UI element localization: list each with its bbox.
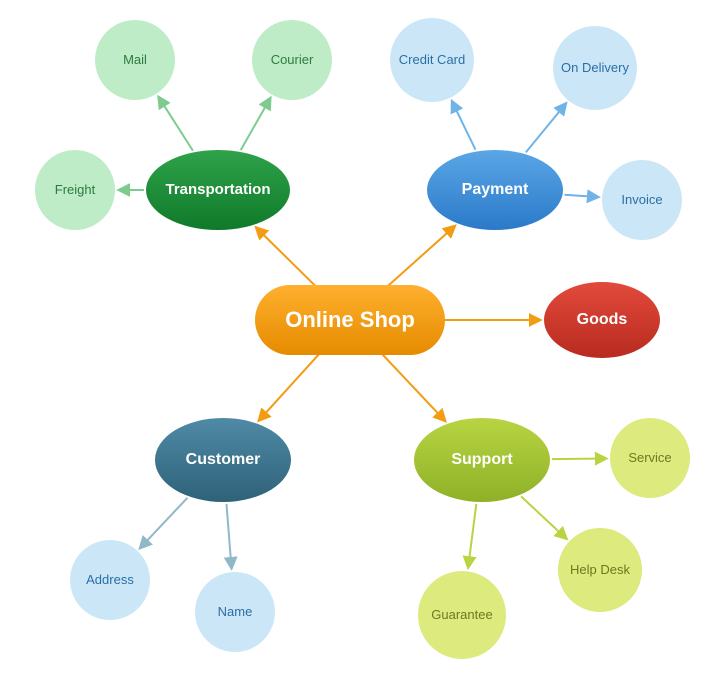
edge: [159, 97, 193, 151]
leaf-mail-label: Mail: [123, 53, 147, 67]
edge: [256, 228, 317, 288]
edge: [526, 104, 566, 153]
edge: [386, 226, 455, 288]
edge: [259, 352, 321, 420]
edge: [241, 98, 271, 150]
edge: [226, 504, 231, 568]
leaf-creditcard-label-wrap: Credit Card: [390, 18, 474, 102]
branch-support-label: Support: [451, 451, 512, 469]
leaf-creditcard-label: Credit Card: [399, 53, 465, 67]
leaf-courier-label: Courier: [271, 53, 314, 67]
branch-goods-label: Goods: [577, 311, 628, 329]
branch-payment-label-wrap: Payment: [427, 150, 563, 230]
leaf-address-label-wrap: Address: [70, 540, 150, 620]
edge: [380, 352, 445, 421]
branch-customer-label: Customer: [186, 451, 261, 469]
leaf-name-label-wrap: Name: [195, 572, 275, 652]
edge: [452, 101, 475, 149]
leaf-service-label-wrap: Service: [610, 418, 690, 498]
leaf-ondelivery-label: On Delivery: [561, 61, 629, 75]
leaf-name-label: Name: [218, 605, 253, 619]
leaf-mail-label-wrap: Mail: [95, 20, 175, 100]
edge: [565, 195, 599, 197]
leaf-ondelivery-label-wrap: On Delivery: [553, 26, 637, 110]
leaf-helpdesk-label: Help Desk: [570, 563, 630, 577]
leaf-address-label: Address: [86, 573, 134, 587]
leaf-invoice-label: Invoice: [621, 193, 662, 207]
branch-customer-label-wrap: Customer: [155, 418, 291, 502]
center-label: Online Shop: [285, 308, 415, 332]
branch-transportation-label-wrap: Transportation: [146, 150, 290, 230]
center-node-label-wrap: Online Shop: [255, 285, 445, 355]
edge: [468, 504, 476, 568]
leaf-freight-label: Freight: [55, 183, 95, 197]
leaf-service-label: Service: [628, 451, 671, 465]
leaf-courier-label-wrap: Courier: [252, 20, 332, 100]
branch-payment-label: Payment: [462, 181, 529, 199]
leaf-guarantee-label-wrap: Guarantee: [418, 571, 506, 659]
branch-transportation-label: Transportation: [165, 182, 270, 199]
leaf-invoice-label-wrap: Invoice: [602, 160, 682, 240]
leaf-guarantee-label: Guarantee: [431, 608, 492, 622]
branch-goods-label-wrap: Goods: [544, 282, 660, 358]
leaf-freight-label-wrap: Freight: [35, 150, 115, 230]
edge: [552, 459, 606, 460]
leaf-helpdesk-label-wrap: Help Desk: [558, 528, 642, 612]
branch-support-label-wrap: Support: [414, 418, 550, 502]
